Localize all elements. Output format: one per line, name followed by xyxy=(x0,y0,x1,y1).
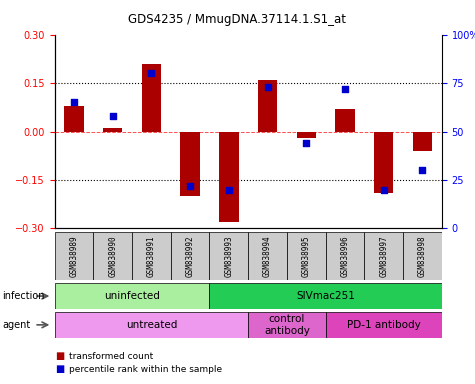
Bar xyxy=(55,312,248,338)
Bar xyxy=(326,312,442,338)
Bar xyxy=(103,128,123,132)
Text: GSM838992: GSM838992 xyxy=(186,235,195,277)
Bar xyxy=(287,232,325,280)
Bar xyxy=(258,80,277,132)
Text: infection: infection xyxy=(2,291,45,301)
Point xyxy=(380,187,388,193)
Bar xyxy=(209,283,442,309)
Bar xyxy=(364,232,403,280)
Bar xyxy=(335,109,355,132)
Bar xyxy=(180,132,200,196)
Point xyxy=(341,86,349,92)
Bar xyxy=(413,132,432,151)
Point xyxy=(303,140,310,146)
Bar xyxy=(132,232,171,280)
Text: GSM838989: GSM838989 xyxy=(69,235,78,277)
Text: untreated: untreated xyxy=(126,320,177,330)
Text: transformed count: transformed count xyxy=(69,352,153,361)
Text: GSM838990: GSM838990 xyxy=(108,235,117,277)
Bar xyxy=(64,106,84,132)
Text: PD-1 antibody: PD-1 antibody xyxy=(347,320,420,330)
Text: ■: ■ xyxy=(55,351,64,361)
Point xyxy=(148,70,155,76)
Text: agent: agent xyxy=(2,320,30,330)
Bar xyxy=(248,232,287,280)
Text: GSM838998: GSM838998 xyxy=(418,235,427,277)
Text: GSM838997: GSM838997 xyxy=(379,235,388,277)
Bar xyxy=(55,232,93,280)
Text: SIVmac251: SIVmac251 xyxy=(296,291,355,301)
Point xyxy=(225,187,233,193)
Bar xyxy=(142,64,161,132)
Bar xyxy=(209,232,248,280)
Bar xyxy=(374,132,393,193)
Point xyxy=(109,113,116,119)
Bar xyxy=(219,132,238,222)
Text: uninfected: uninfected xyxy=(104,291,160,301)
Bar xyxy=(248,312,326,338)
Point xyxy=(70,99,78,106)
Point xyxy=(418,167,426,174)
Text: GSM838996: GSM838996 xyxy=(341,235,350,277)
Bar xyxy=(403,232,442,280)
Point xyxy=(186,183,194,189)
Point xyxy=(264,84,271,90)
Bar xyxy=(93,232,132,280)
Text: GSM838994: GSM838994 xyxy=(263,235,272,277)
Bar xyxy=(55,283,209,309)
Text: percentile rank within the sample: percentile rank within the sample xyxy=(69,365,222,374)
Text: GSM838995: GSM838995 xyxy=(302,235,311,277)
Bar xyxy=(171,232,209,280)
Text: ■: ■ xyxy=(55,364,64,374)
Text: control
antibody: control antibody xyxy=(264,314,310,336)
Text: GDS4235 / MmugDNA.37114.1.S1_at: GDS4235 / MmugDNA.37114.1.S1_at xyxy=(129,13,346,26)
Bar xyxy=(296,132,316,138)
Text: GSM838991: GSM838991 xyxy=(147,235,156,277)
Text: GSM838993: GSM838993 xyxy=(224,235,233,277)
Bar xyxy=(326,232,364,280)
